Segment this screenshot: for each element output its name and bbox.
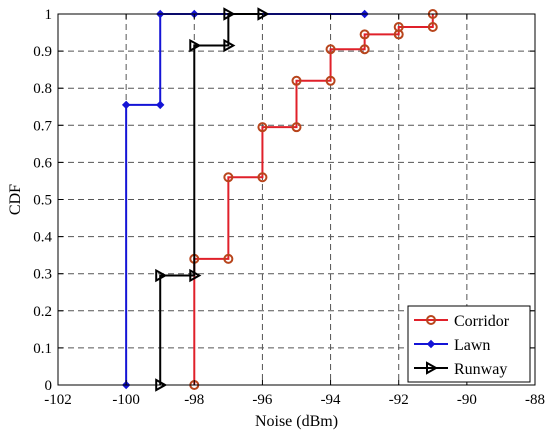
data-point-runway — [189, 38, 202, 53]
x-tick-label: -96 — [252, 392, 272, 408]
legend-label-lawn: Lawn — [454, 337, 490, 354]
data-point-corridor — [359, 44, 370, 55]
data-point-corridor — [359, 29, 370, 40]
legend-label-corridor: Corridor — [454, 313, 510, 330]
data-point-runway — [189, 268, 202, 283]
y-tick-label: 0.6 — [33, 155, 52, 171]
y-tick-label: 0.7 — [33, 118, 52, 134]
legend: Corridor Lawn Runway — [407, 305, 531, 383]
x-tick-label: -102 — [44, 392, 72, 408]
y-tick-label: 0.4 — [33, 230, 52, 246]
y-tick-label: 0.1 — [33, 341, 52, 357]
y-tick-label: 0.9 — [33, 44, 52, 60]
y-tick-label: 0.2 — [33, 304, 52, 320]
data-point-corridor — [291, 122, 302, 133]
data-point-corridor — [325, 44, 336, 55]
data-point-corridor — [291, 75, 302, 86]
data-point-corridor — [257, 122, 268, 133]
data-point-corridor — [257, 172, 268, 183]
x-tick-label: -98 — [184, 392, 204, 408]
x-tick-label: -100 — [112, 392, 140, 408]
y-tick-label: 1 — [45, 7, 53, 23]
series-corridor — [189, 9, 438, 390]
y-tick-label: 0.5 — [33, 193, 52, 209]
data-point-corridor — [223, 253, 234, 264]
y-tick-label: 0 — [45, 378, 53, 394]
data-point-corridor — [325, 75, 336, 86]
y-axis-label: CDF — [7, 184, 24, 215]
x-axis-label: Noise (dBm) — [255, 413, 338, 430]
x-tick-label: -88 — [525, 392, 545, 408]
data-point-runway — [223, 38, 236, 53]
data-point-runway — [155, 268, 168, 283]
data-point-corridor — [427, 21, 438, 32]
x-tick-label: -92 — [389, 392, 409, 408]
data-point-corridor — [223, 172, 234, 183]
data-point-lawn — [121, 100, 131, 110]
legend-marker-corridor — [426, 315, 436, 325]
x-tick-label: -90 — [457, 392, 477, 408]
data-point-lawn — [156, 100, 165, 110]
legend-marker-runway — [426, 361, 439, 375]
legend-entry-lawn: Lawn — [414, 337, 490, 354]
legend-entry-runway: Runway — [414, 361, 507, 378]
y-tick-label: 0.3 — [33, 267, 52, 283]
legend-marker-lawn — [426, 339, 436, 349]
legend-label-runway: Runway — [454, 361, 507, 378]
x-tick-label: -94 — [321, 392, 341, 408]
y-tick-label: 0.8 — [33, 81, 52, 97]
tick-layer: -102 -100 -98 -96 -94 -92 -90 -88 0 0.1 0.2 0.3 0.4 0… — [33, 7, 545, 408]
data-point-corridor — [393, 21, 404, 32]
legend-entry-corridor: Corridor — [414, 313, 510, 330]
